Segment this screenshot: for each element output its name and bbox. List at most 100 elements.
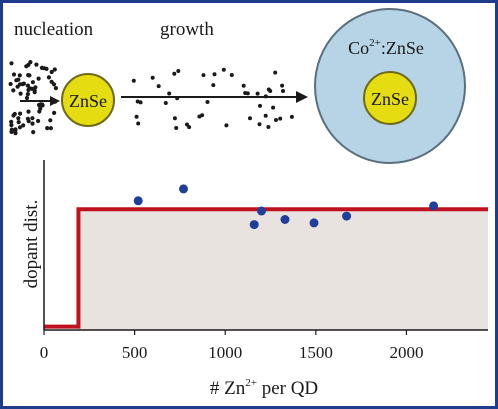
particle-dot	[163, 101, 168, 105]
particle-dot	[18, 111, 23, 116]
particle-dot	[25, 92, 30, 97]
particle-dot	[26, 119, 31, 124]
particle-dot	[138, 100, 143, 105]
particle-dot	[51, 82, 57, 87]
particle-dot	[30, 80, 35, 85]
step-line	[44, 207, 488, 329]
particle-dot	[38, 106, 43, 111]
data-point	[309, 218, 319, 228]
particle-dot	[36, 76, 41, 81]
particle-dot	[134, 114, 139, 119]
particle-dot	[174, 126, 179, 130]
particle-dot	[36, 118, 41, 124]
particle-dot	[45, 126, 50, 131]
particle-dot	[25, 83, 30, 88]
particle-dot	[201, 73, 206, 78]
particle-dot	[205, 100, 210, 104]
step-area-fill	[78, 209, 489, 330]
particle-dot	[46, 75, 52, 80]
particle-dot	[176, 69, 181, 73]
particle-dot	[167, 91, 172, 96]
znse-core-label: ZnSe	[69, 91, 107, 111]
particle-dot	[24, 95, 30, 101]
particle-dot	[197, 114, 202, 119]
particle-dot	[281, 89, 285, 93]
particle-dot	[224, 123, 229, 128]
shell-core-label: ZnSe	[371, 89, 409, 109]
particle-dot	[255, 91, 260, 96]
x-tick-label: 0	[40, 343, 49, 362]
particle-dot	[136, 121, 141, 126]
x-tick-label: 1000	[208, 343, 242, 362]
particle-dot	[9, 119, 14, 124]
particle-dot	[172, 116, 177, 121]
particle-dot	[30, 121, 35, 126]
particle-dot	[13, 128, 18, 133]
particle-dot	[24, 64, 29, 69]
x-tick-group: 0 500 1000 1500 2000	[40, 330, 423, 362]
particle-dot	[16, 120, 21, 125]
particle-dot	[271, 105, 276, 110]
particle-dot	[11, 88, 16, 93]
particle-dot	[274, 118, 278, 122]
particle-dot	[263, 113, 268, 118]
particle-dot	[29, 86, 35, 91]
particle-dot	[131, 78, 136, 83]
particle-dot	[30, 116, 35, 121]
particle-dot	[9, 61, 14, 66]
particle-dot	[9, 123, 14, 128]
x-tick-label: 500	[122, 343, 148, 362]
data-point	[429, 201, 439, 211]
particle-dot	[172, 71, 177, 76]
particle-dot	[266, 125, 271, 129]
data-point-group	[133, 184, 439, 230]
particle-dot	[18, 91, 23, 96]
particle-dot	[28, 60, 33, 65]
particle-dot	[241, 83, 246, 88]
particle-dot	[212, 72, 217, 77]
x-tick-label: 1500	[299, 343, 333, 362]
particle-dot	[11, 113, 16, 118]
nucleation-label: nucleation	[14, 19, 94, 40]
data-point	[342, 211, 352, 221]
data-point	[280, 215, 290, 224]
shell-label: Co2+:ZnSe	[348, 37, 424, 58]
particle-dot	[156, 84, 161, 89]
particle-dot	[16, 116, 21, 121]
particle-dot	[32, 90, 37, 95]
particle-dot	[42, 66, 47, 71]
particle-dot	[48, 118, 53, 123]
dopant-distribution-chart: 0 500 1000 1500 2000	[40, 160, 489, 362]
particle-dot	[257, 122, 262, 127]
particle-dot	[17, 73, 22, 78]
data-point	[179, 184, 188, 194]
particle-dot	[38, 102, 43, 107]
growth-label: growth	[160, 19, 214, 40]
nucleation-dot-cluster	[8, 60, 59, 136]
particle-dot	[185, 122, 189, 127]
particle-dot	[34, 62, 39, 67]
x-axis-label: # Zn2+ per QD	[210, 377, 318, 399]
znse-core-circle	[61, 73, 115, 127]
particle-dot	[17, 82, 23, 87]
particle-dot	[221, 67, 226, 72]
y-axis-label: dopant dist.	[21, 200, 42, 289]
particle-dot	[17, 125, 23, 130]
particle-dot	[280, 83, 285, 88]
particle-dot	[273, 70, 278, 75]
nucleation-arrow-head-icon	[50, 96, 60, 106]
particle-dot	[245, 91, 250, 96]
particle-dot	[52, 110, 57, 115]
particle-dot	[289, 114, 294, 119]
data-point	[257, 206, 266, 216]
growth-dot-cluster	[131, 67, 294, 130]
particle-dot	[11, 72, 17, 77]
particle-dot	[8, 81, 13, 87]
particle-dot	[48, 126, 54, 131]
particle-dot	[21, 123, 26, 128]
particle-dot	[229, 73, 234, 77]
particle-dot	[31, 130, 36, 135]
particle-dot	[248, 116, 252, 121]
particle-dot	[14, 78, 19, 83]
particle-dot	[278, 116, 283, 121]
